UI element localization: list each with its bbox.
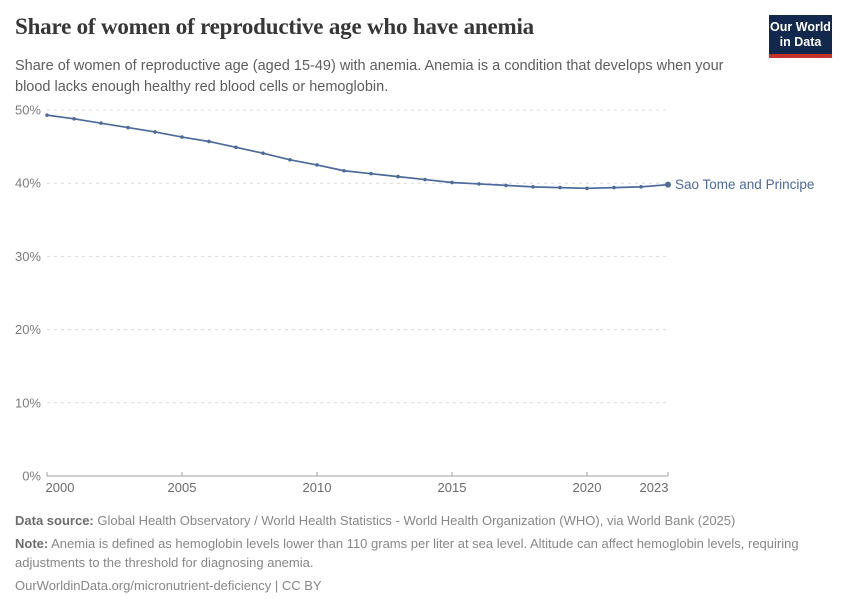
note-line: Note: Anemia is defined as hemoglobin le… xyxy=(15,534,835,554)
y-axis-label: 30% xyxy=(15,249,41,264)
x-axis-label: 2005 xyxy=(168,480,197,495)
data-point xyxy=(477,182,481,186)
subtitle-line: Share of women of reproductive age (aged… xyxy=(15,58,724,74)
data-point xyxy=(585,186,589,191)
note-row: Note: Anemia is defined as hemoglobin le… xyxy=(15,534,835,573)
data-point xyxy=(558,185,562,190)
data-point xyxy=(45,113,49,117)
x-axis-label: 2010 xyxy=(303,480,332,495)
line-chart-plot: 0% 10% 20% 30% 40% 50% 2000 2005 2010 2015 2020 202… xyxy=(15,103,814,496)
data-source-label: Data source: xyxy=(15,513,94,528)
data-point xyxy=(180,135,184,139)
data-source-text: Global Health Observatory / World Health… xyxy=(97,513,736,528)
data-point xyxy=(234,145,238,150)
owid-logo-line2: in Data xyxy=(779,35,822,49)
data-point xyxy=(288,157,292,162)
data-point xyxy=(531,185,535,189)
data-point xyxy=(612,185,616,190)
chart-footer: Data source: Global Health Observatory /… xyxy=(15,511,835,595)
data-point xyxy=(342,168,346,173)
owid-logo-line1: Our World xyxy=(770,20,831,34)
data-point xyxy=(207,139,211,144)
data-source-row: Data source: Global Health Observatory /… xyxy=(15,511,835,531)
y-axis-label: 50% xyxy=(15,103,41,118)
subtitle-line: blood lacks enough healthy red blood cel… xyxy=(15,79,389,95)
chart-subtitle: Share of women of reproductive age (aged… xyxy=(15,56,724,98)
footer-link[interactable]: OurWorldinData.org/micronutrient-deficie… xyxy=(15,577,322,593)
data-point xyxy=(450,180,454,185)
data-point xyxy=(261,151,265,155)
series-label[interactable]: Sao Tome and Principe xyxy=(675,177,814,192)
owid-logo[interactable]: Our World in Data xyxy=(769,15,832,58)
x-axis-label: 2000 xyxy=(46,480,75,495)
note-text: Anemia is defined as hemoglobin levels l… xyxy=(51,535,799,551)
data-point xyxy=(423,177,427,182)
y-axis-label: 20% xyxy=(15,322,41,337)
x-axis-label: 2015 xyxy=(438,480,467,495)
x-axis-label: 2020 xyxy=(573,480,602,495)
y-axis-label: 40% xyxy=(15,176,41,191)
data-point xyxy=(504,183,508,188)
note-line: adjustments to the threshold for diagnos… xyxy=(15,555,314,570)
y-axis-label: 0% xyxy=(22,469,41,484)
page-title: Share of women of reproductive age who h… xyxy=(15,14,534,39)
data-point xyxy=(99,121,103,125)
data-point xyxy=(126,125,130,130)
data-point-end xyxy=(665,181,671,188)
data-point xyxy=(639,185,643,189)
y-axis-label: 10% xyxy=(15,395,41,410)
data-line[interactable] xyxy=(46,114,669,190)
data-point xyxy=(72,116,76,121)
x-axis-label: 2023 xyxy=(640,480,669,495)
data-point xyxy=(396,174,400,179)
note-label: Note: xyxy=(15,535,49,551)
data-point xyxy=(315,163,319,167)
data-point xyxy=(153,130,157,134)
data-point xyxy=(369,171,373,176)
